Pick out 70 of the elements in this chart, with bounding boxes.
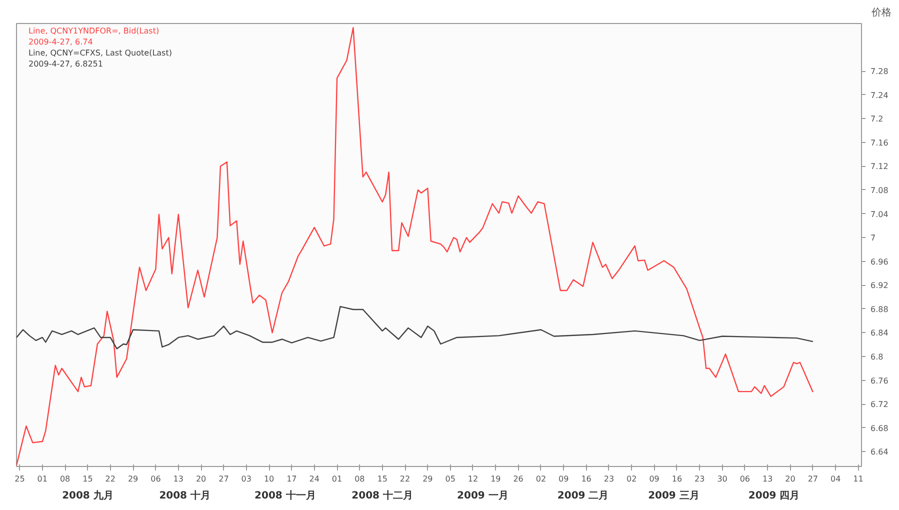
x-tick-label: 08 — [60, 474, 70, 484]
y-tick-label: 7.08 — [870, 186, 888, 195]
x-tick-label: 04 — [830, 474, 841, 484]
x-tick-label: 09 — [649, 474, 660, 484]
x-tick-label: 29 — [128, 474, 138, 484]
x-tick-label: 23 — [694, 474, 705, 484]
text: 2009 三月 — [648, 490, 700, 502]
y-tick-label: 7.24 — [870, 90, 888, 100]
x-tick-label: 22 — [105, 474, 116, 484]
x-tick-label: 12 — [468, 474, 478, 484]
x-tick-label: 10 — [264, 474, 274, 484]
text: 2008 十一月 — [254, 490, 316, 502]
x-tick-label: 03 — [241, 474, 252, 484]
x-tick-label: 17 — [286, 474, 297, 484]
y-axis-title: 价格 — [870, 6, 892, 18]
x-tick-label: 22 — [400, 474, 410, 484]
x-tick-label: 01 — [37, 474, 48, 484]
x-tick-label: 02 — [626, 474, 637, 484]
text: Line, QCNY1YNDFOR=, Bid(Last) — [28, 26, 160, 36]
y-tick-label: 7 — [870, 234, 876, 243]
annotation: 2009-4-27, 6.74 — [28, 38, 93, 46]
text: 2008 十二月 — [352, 490, 414, 502]
x-tick-label: 02 — [536, 474, 546, 484]
text: 2009 四月 — [748, 490, 800, 502]
y-tick-label: 6.68 — [870, 424, 888, 433]
line-series — [16, 27, 814, 466]
x-tick-label: 01 — [332, 474, 342, 484]
y-tick-label: 7.04 — [870, 210, 888, 219]
y-tick-label: 7.28 — [870, 67, 888, 76]
x-tick-label: 16 — [672, 474, 682, 484]
x-tick-label: 25 — [14, 474, 25, 484]
y-tick-label: 7.2 — [870, 114, 884, 124]
y-tick-label: 6.72 — [870, 400, 888, 410]
x-tick-label: 27 — [808, 474, 818, 484]
y-tick-label: 6.76 — [870, 376, 888, 386]
line-series — [16, 306, 814, 350]
y-tick-label: 6.64 — [870, 448, 888, 457]
x-tick-label: 05 — [445, 474, 456, 484]
x-tick-label: 30 — [717, 474, 728, 484]
x-tick-label: 20 — [785, 474, 796, 484]
x-tick-label: 15 — [377, 474, 388, 484]
text: Line, QCNY=CFXS, Last Quote(Last) — [28, 48, 172, 58]
y-tick-label: 6.8 — [870, 352, 884, 362]
x-tick-label: 19 — [490, 474, 501, 484]
x-tick-label: 08 — [354, 474, 365, 484]
text: 2008 十月 — [159, 490, 211, 502]
x-tick-label: 11 — [853, 474, 864, 484]
x-tick-label: 06 — [150, 474, 161, 484]
y-tick-label: 6.84 — [870, 328, 888, 338]
x-tick-label: 06 — [740, 474, 750, 484]
x-tick-label: 13 — [173, 474, 184, 484]
y-tick-label: 7.16 — [870, 138, 888, 148]
text: 2009 二月 — [557, 490, 609, 502]
y-tick-label: 6.88 — [870, 304, 888, 314]
y-tick-label: 6.92 — [870, 281, 888, 290]
x-tick-label: 13 — [762, 474, 773, 484]
x-tick-label: 24 — [309, 474, 320, 484]
x-tick-label: 20 — [196, 474, 206, 484]
text: 2008 九月 — [62, 490, 114, 502]
x-tick-label: 16 — [581, 474, 592, 484]
x-tick-label: 09 — [558, 474, 569, 484]
x-tick-label: 15 — [82, 474, 93, 484]
y-tick-label: 6.96 — [870, 257, 888, 266]
text: 2009 一月 — [457, 490, 508, 502]
x-tick-label: 23 — [604, 474, 614, 484]
x-tick-label: 29 — [422, 474, 433, 484]
annotation: 2009-4-27, 6.8251 — [28, 60, 103, 68]
y-tick-label: 7.12 — [870, 162, 888, 172]
x-tick-label: 27 — [218, 474, 229, 484]
x-tick-label: 26 — [513, 474, 524, 484]
